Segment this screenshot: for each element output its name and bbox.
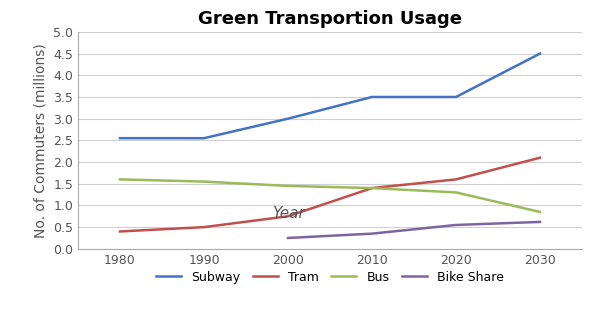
Bus	[536, 210, 544, 214]
Line: Subway: Subway	[120, 54, 540, 138]
Tram	[368, 186, 376, 190]
Tram	[536, 156, 544, 160]
Y-axis label: No. of Commuters (millions): No. of Commuters (millions)	[34, 43, 47, 238]
Line: Bus: Bus	[120, 179, 540, 212]
Subway	[368, 95, 376, 99]
Bus	[200, 180, 208, 183]
Bus	[116, 177, 124, 181]
Tram	[116, 230, 124, 234]
Subway	[284, 117, 292, 121]
Subway	[452, 95, 460, 99]
Text: Year: Year	[272, 206, 304, 221]
Bike Share	[452, 223, 460, 227]
Line: Bike Share: Bike Share	[288, 222, 540, 238]
Bike Share	[536, 220, 544, 224]
Tram	[284, 214, 292, 218]
Bike Share	[284, 236, 292, 240]
Bike Share	[368, 232, 376, 235]
Title: Green Transportion Usage: Green Transportion Usage	[198, 10, 462, 27]
Legend: Subway, Tram, Bus, Bike Share: Subway, Tram, Bus, Bike Share	[151, 266, 509, 289]
Bus	[368, 186, 376, 190]
Tram	[200, 225, 208, 229]
Subway	[116, 136, 124, 140]
Bus	[284, 184, 292, 188]
Subway	[200, 136, 208, 140]
Line: Tram: Tram	[120, 158, 540, 232]
Tram	[452, 177, 460, 181]
Bus	[452, 190, 460, 194]
Subway	[536, 52, 544, 56]
